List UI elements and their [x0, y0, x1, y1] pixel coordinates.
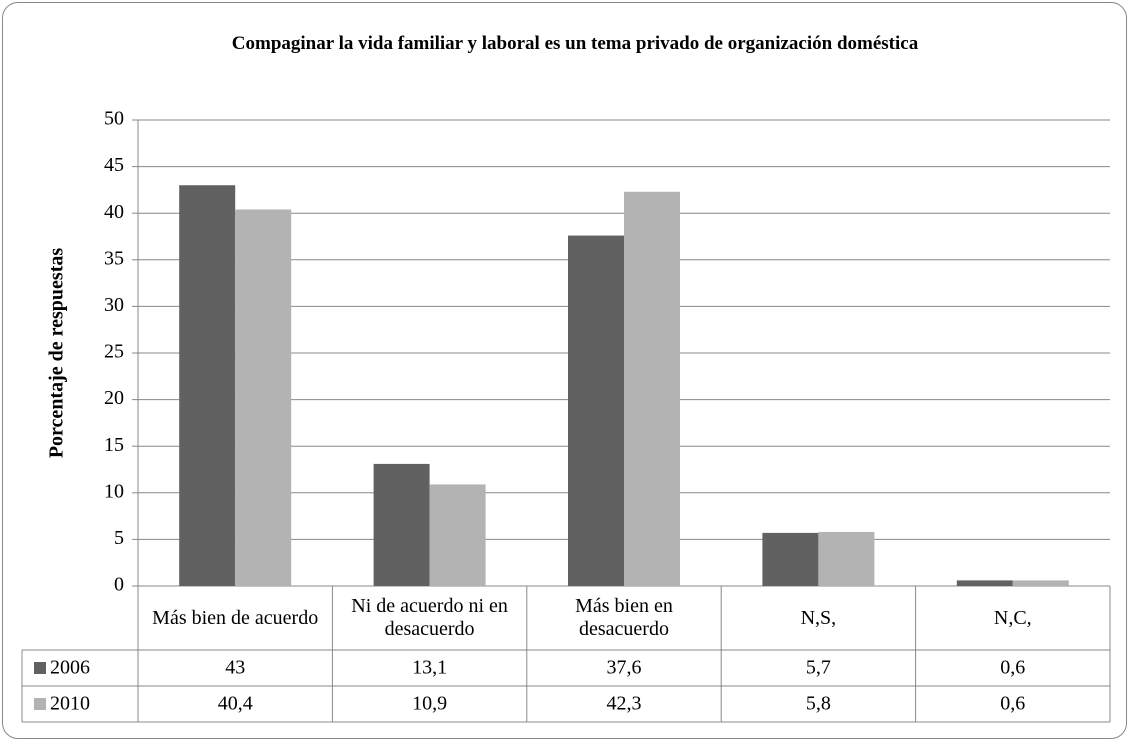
category-label: N,C,	[993, 606, 1032, 629]
category-label: Más bien en desacuerdo	[575, 595, 673, 640]
y-tick-label: 15	[104, 434, 124, 456]
bar	[429, 484, 486, 586]
table-value: 5,7	[806, 657, 831, 679]
category-label: N,S,	[800, 606, 837, 629]
table-value: 37,6	[607, 657, 642, 679]
bar	[235, 209, 292, 587]
table-value: 10,9	[412, 693, 447, 715]
table-value: 43	[225, 657, 245, 679]
y-tick-label: 5	[114, 527, 124, 549]
legend-swatch	[34, 698, 46, 710]
table-value: 42,3	[607, 693, 642, 715]
y-axis-label: Porcentaje de respuestas	[46, 248, 68, 459]
y-tick-label: 0	[114, 574, 124, 596]
legend-swatch	[34, 662, 46, 674]
y-tick-label: 10	[104, 480, 124, 502]
y-tick-label: 30	[104, 294, 124, 316]
y-tick-label: 25	[104, 341, 124, 363]
y-tick-label: 20	[104, 387, 124, 409]
bar	[818, 531, 875, 586]
y-tick-label: 45	[104, 154, 124, 176]
table-value: 40,4	[218, 693, 253, 715]
category-label: Ni de acuerdo ni en desacuerdo	[351, 595, 508, 640]
legend-label: 2010	[50, 693, 90, 715]
chart-title: Compaginar la vida familiar y laboral es…	[231, 33, 919, 54]
y-tick-label: 40	[104, 201, 124, 223]
y-tick-label: 50	[104, 108, 124, 130]
category-label: Más bien de acuerdo	[152, 606, 319, 629]
bar	[762, 532, 819, 586]
bar	[956, 580, 1013, 586]
legend-label: 2006	[50, 657, 90, 679]
bar	[624, 191, 680, 586]
table-value: 5,8	[806, 693, 831, 715]
bar	[1012, 580, 1069, 586]
bar	[568, 235, 624, 586]
table-value: 13,1	[412, 657, 447, 679]
table-value: 0,6	[1000, 693, 1025, 715]
table-value: 0,6	[1000, 657, 1025, 679]
bar	[373, 463, 430, 586]
bar	[179, 185, 236, 587]
y-tick-label: 35	[104, 247, 124, 269]
